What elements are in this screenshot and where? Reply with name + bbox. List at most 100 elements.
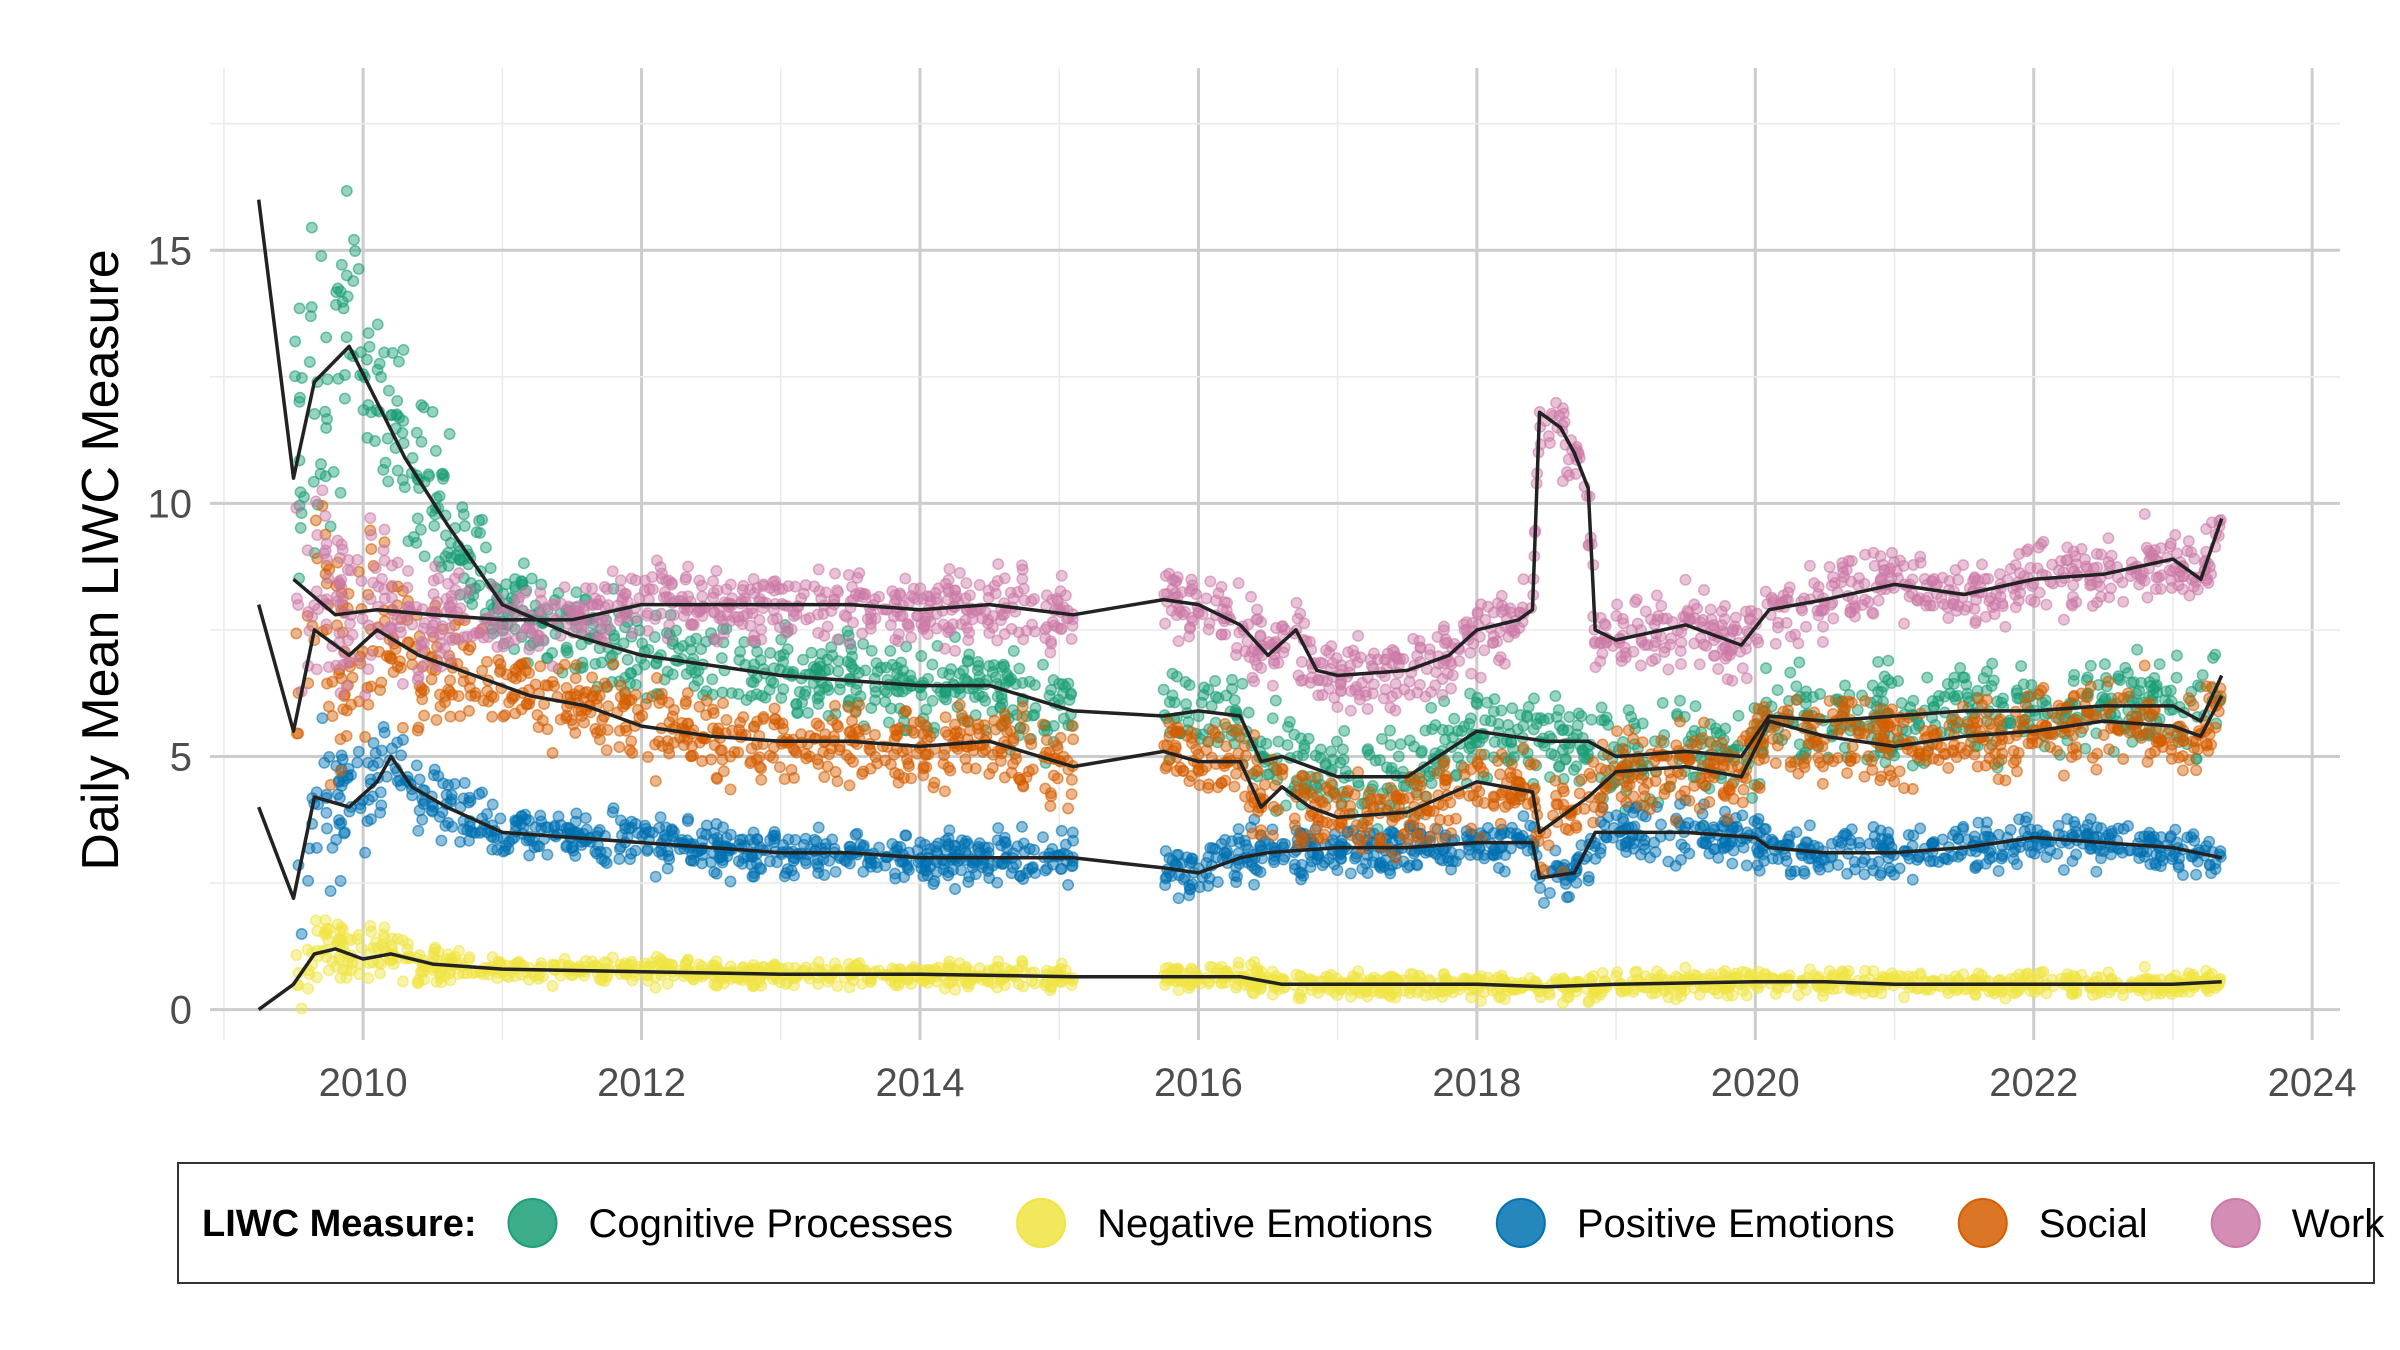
data-point [442,546,455,559]
grid [210,68,2340,1040]
data-point [345,769,357,782]
data-point [2051,847,2064,860]
data-point [1029,977,1042,990]
data-point [1816,777,1829,790]
data-point [1495,828,1508,840]
data-point [1448,712,1461,725]
data-point [382,475,395,488]
data-point [305,301,318,314]
data-point [371,363,384,376]
data-point [361,431,374,444]
data-point [1907,829,1920,842]
data-point [716,854,729,867]
data-point [613,853,626,866]
data-point [889,872,902,885]
data-point [1528,692,1540,705]
data-point [2182,967,2195,980]
data-point [1066,826,1079,839]
data-point [444,710,457,723]
data-point [334,971,347,984]
data-point [1463,742,1476,755]
data-point [1793,656,1806,669]
data-point [1180,698,1193,711]
data-point [943,824,956,837]
data-point [589,657,602,670]
data-point [1212,963,1225,976]
data-point [558,953,571,965]
data-point [1016,711,1029,724]
data-point [340,331,353,344]
data-point [2035,684,2048,697]
data-point [415,399,428,412]
data-point [303,356,316,368]
data-point [608,632,621,645]
data-point [646,956,659,969]
data-point [321,413,333,426]
data-point [777,655,790,668]
data-point [1790,680,1803,693]
data-point [334,875,347,887]
data-point [1969,862,1982,875]
data-point [1563,711,1576,723]
data-point [1232,956,1245,969]
data-point [949,883,962,895]
data-point [791,706,804,719]
data-point [1226,673,1238,686]
data-point [362,327,375,340]
data-point [1425,988,1438,1001]
data-point [1220,689,1233,702]
data-point [1282,720,1294,733]
data-point [755,773,768,786]
data-point [1363,748,1376,761]
data-point [1963,976,1976,989]
data-point [316,712,329,725]
data-point [854,838,867,851]
data-point [338,369,351,381]
data-point [428,519,441,532]
data-point [396,474,409,486]
data-point [1524,819,1537,832]
data-point [1487,705,1500,718]
data-point [680,957,692,969]
data-point [452,967,465,980]
data-point [1465,991,1478,1004]
data-point [811,692,824,705]
data-point [412,976,425,989]
data-point [932,837,945,850]
data-point [2009,842,2022,855]
data-point [535,815,548,828]
data-point [1906,873,1919,886]
data-point [930,866,943,879]
data-point [392,355,405,368]
data-point [1517,810,1530,823]
data-point [1470,696,1483,709]
data-point [1325,777,1338,790]
data-point [1575,710,1588,723]
data-point [1473,736,1486,749]
data-point [1344,867,1357,880]
data-point [638,658,651,671]
data-point [335,780,348,792]
data-point [418,709,431,722]
data-point [724,875,737,888]
data-point [917,974,930,987]
data-point [1183,679,1196,692]
data-point [1023,675,1036,688]
data-point [938,982,951,995]
data-point [374,786,387,799]
data-point [1784,868,1797,881]
data-point [414,523,427,536]
data-point [363,340,376,353]
data-point [1439,972,1452,985]
data-point [1419,724,1432,737]
data-point [295,1002,308,1015]
data-point [322,964,335,977]
data-point [891,667,903,680]
data-point [1542,712,1555,725]
data-point [2086,988,2099,1001]
data-point [1743,970,1756,983]
data-point [2033,841,2046,854]
data-point [768,662,781,675]
data-point [915,650,928,662]
data-point [295,371,308,384]
